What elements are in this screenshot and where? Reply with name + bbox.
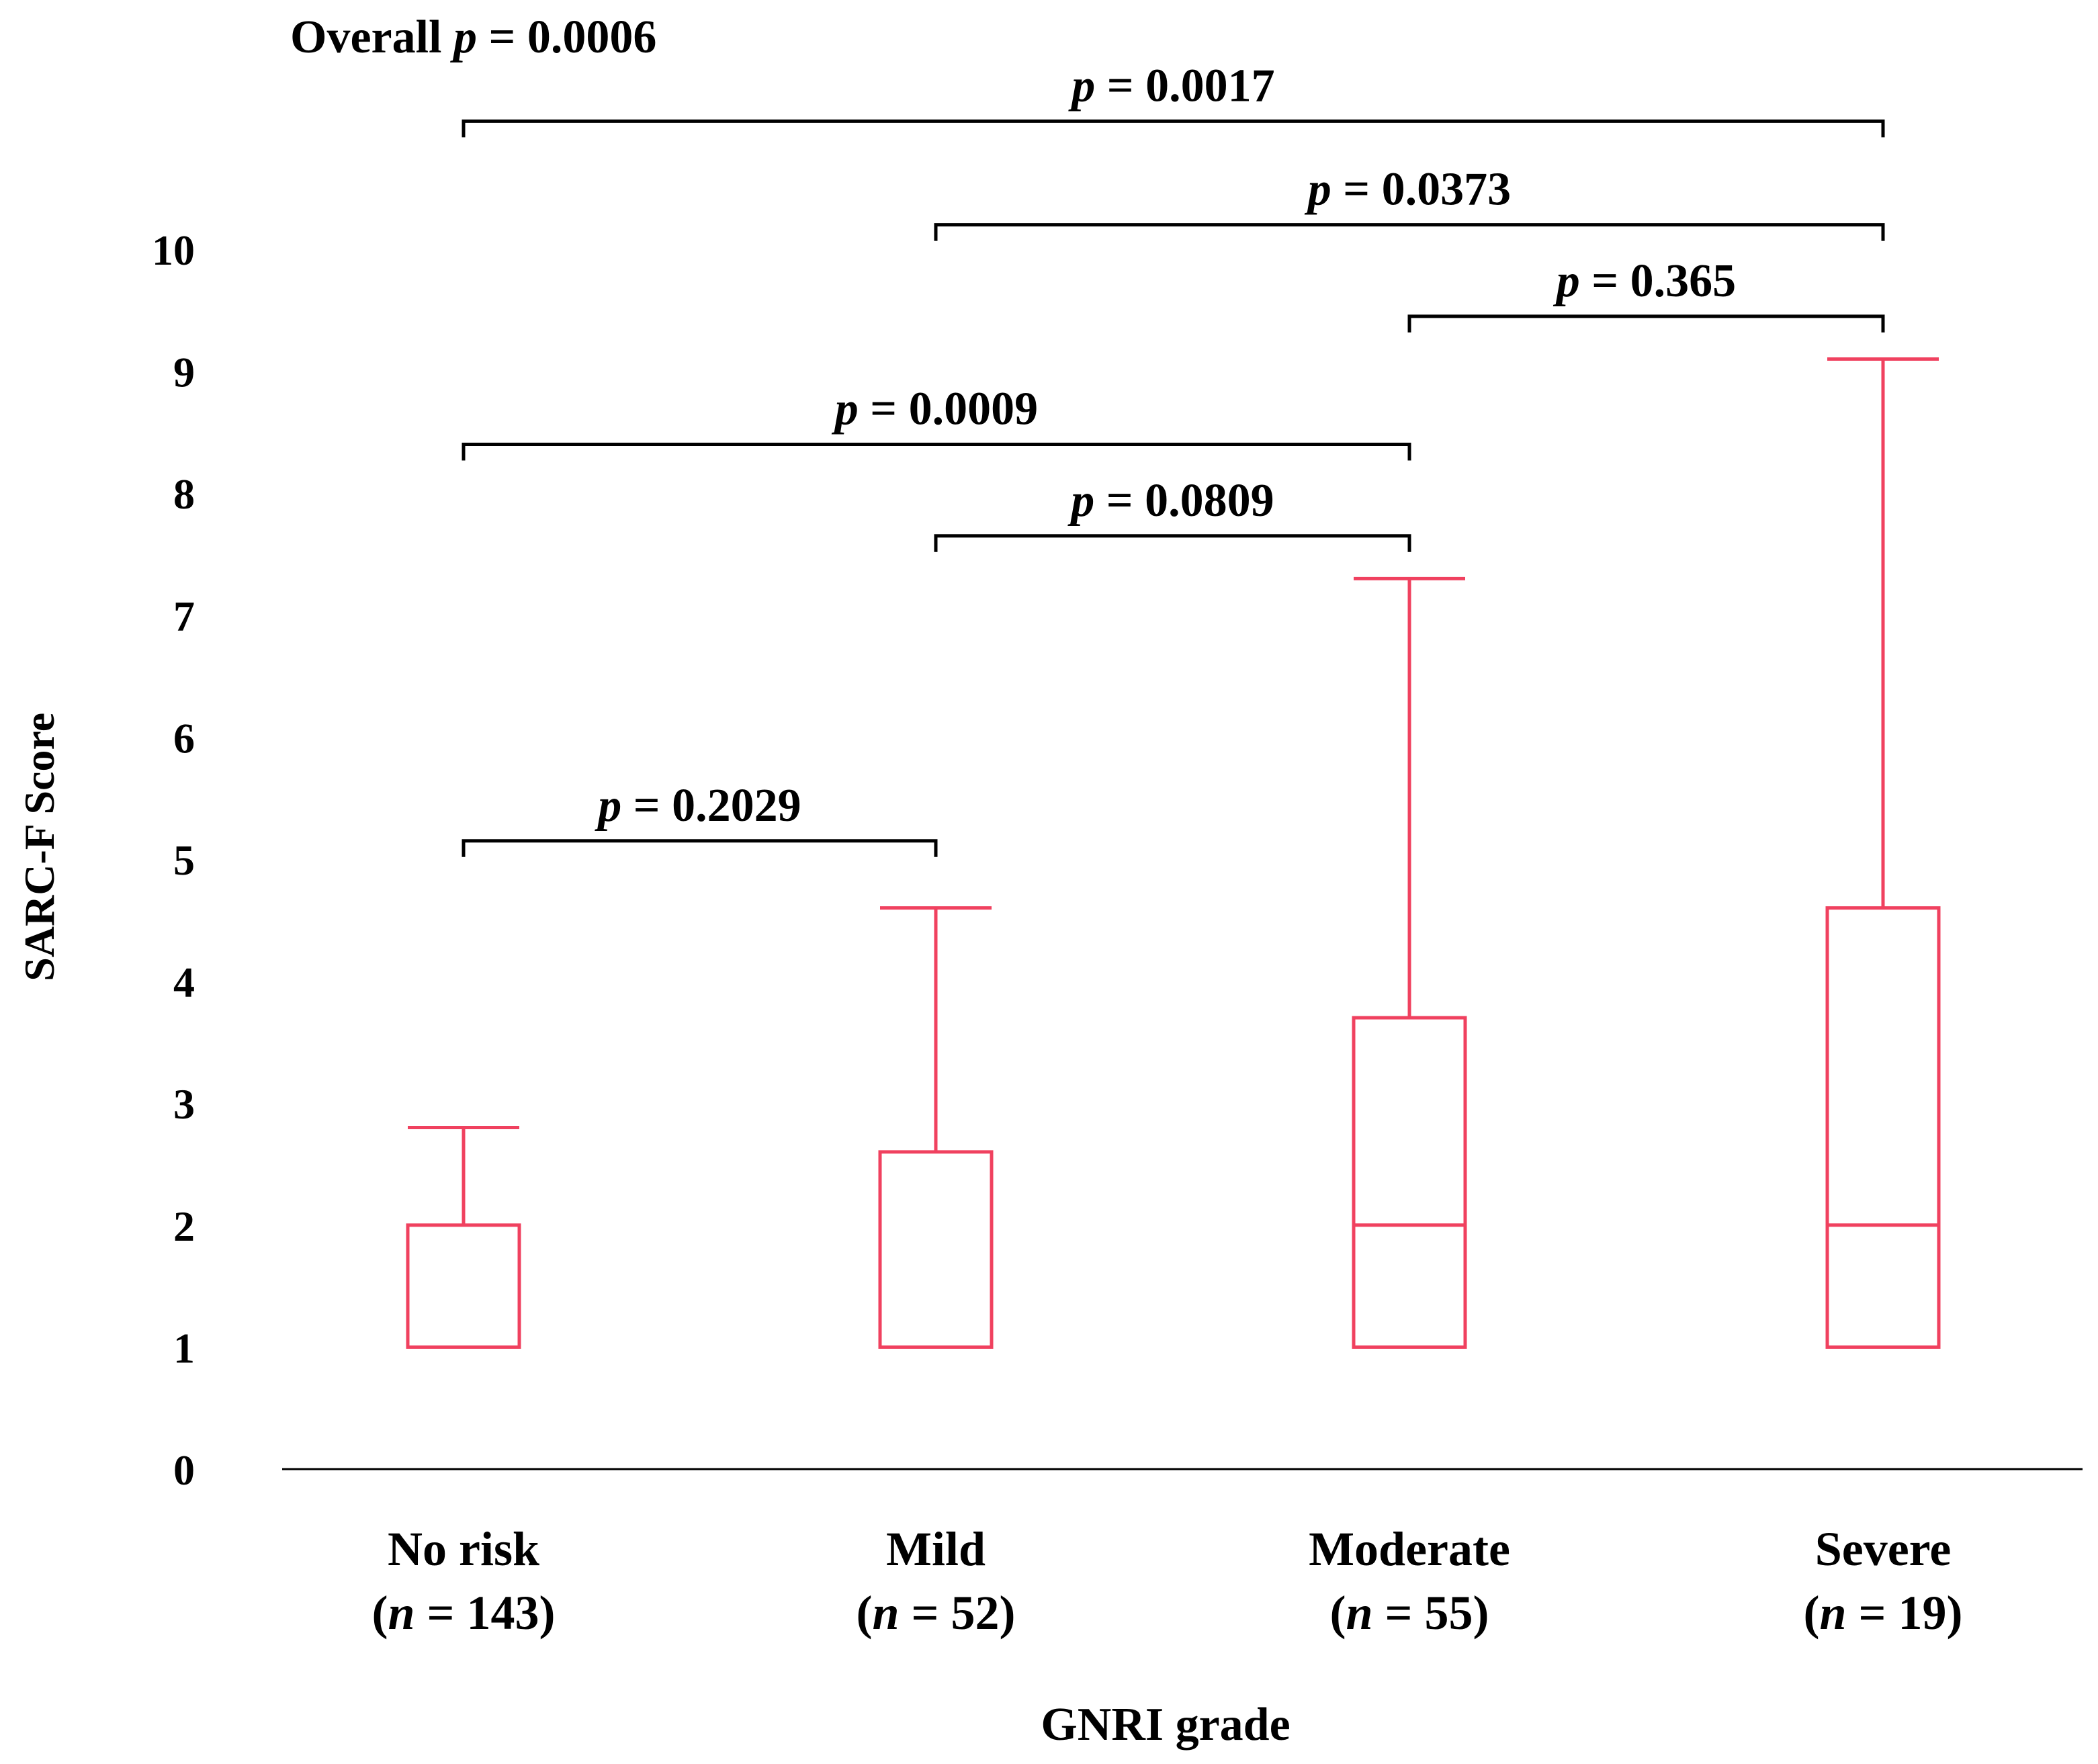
y-tick-label-1: 1 bbox=[173, 1324, 195, 1372]
n-value: = 19) bbox=[1847, 1586, 1963, 1640]
n-symbol: n bbox=[388, 1586, 414, 1640]
bracket-line bbox=[934, 534, 1411, 552]
comparison-bracket-4: p = 0.0009 bbox=[462, 384, 1411, 461]
comparison-bracket-6: p = 0.2029 bbox=[462, 780, 938, 857]
y-tick-label-3: 3 bbox=[173, 1080, 195, 1128]
comparison-bracket-5: p = 0.0809 bbox=[934, 475, 1411, 552]
p-value-label: p = 0.0809 bbox=[1067, 475, 1274, 527]
comparison-bracket-3: p = 0.365 bbox=[1407, 255, 1885, 333]
p-value-label: p = 0.365 bbox=[1553, 255, 1736, 307]
y-tick-label-9: 9 bbox=[173, 349, 195, 396]
overall-p-value: Overall p = 0.0006 bbox=[290, 11, 656, 63]
comparison-bracket-1: p = 0.0017 bbox=[462, 60, 1885, 138]
y-tick-label-10: 10 bbox=[152, 226, 195, 274]
p-symbol: p bbox=[450, 11, 477, 63]
category-label: Mild bbox=[886, 1522, 986, 1576]
y-tick-label-5: 5 bbox=[173, 836, 195, 884]
bracket-line bbox=[934, 223, 1885, 241]
n-open-paren: ( bbox=[1329, 1586, 1346, 1640]
y-axis-title: SARC-F Score bbox=[15, 713, 63, 981]
n-value: = 52) bbox=[900, 1586, 1016, 1640]
box-mild bbox=[878, 906, 994, 1349]
axes: 0 1 2 3 4 5 6 7 8 9 10 SARC-F Score GNRI grade bbox=[15, 226, 2083, 1751]
y-tick-label-8: 8 bbox=[173, 470, 195, 518]
p-value: = 0.0006 bbox=[477, 11, 656, 63]
box-severe bbox=[1825, 357, 1941, 1349]
category-n-label: (n = 55) bbox=[1329, 1586, 1489, 1640]
p-value: = 0.0009 bbox=[859, 384, 1038, 435]
box-iqr bbox=[1825, 906, 1941, 1349]
n-symbol: n bbox=[1346, 1586, 1372, 1640]
category-label: Severe bbox=[1815, 1522, 1952, 1576]
y-tick-label-0: 0 bbox=[173, 1446, 195, 1494]
labels: No risk(n = 143)Mild(n = 52)Moderate(n =… bbox=[290, 11, 1963, 1640]
p-value: = 0.2029 bbox=[621, 780, 801, 832]
y-tick-label-2: 2 bbox=[173, 1202, 195, 1250]
p-value: = 0.365 bbox=[1580, 255, 1736, 307]
y-tick-label-6: 6 bbox=[173, 714, 195, 762]
n-symbol: n bbox=[872, 1586, 899, 1640]
box-iqr bbox=[1352, 1016, 1467, 1349]
p-symbol: p bbox=[1305, 164, 1331, 216]
category-label: No risk bbox=[388, 1522, 539, 1576]
n-open-paren: ( bbox=[371, 1586, 388, 1640]
category-n-label: (n = 19) bbox=[1803, 1586, 1962, 1640]
category-label: Moderate bbox=[1309, 1522, 1510, 1576]
p-value-label: p = 0.2029 bbox=[595, 780, 801, 832]
bracket-line bbox=[462, 839, 938, 857]
p-symbol: p bbox=[595, 780, 621, 832]
bracket-line bbox=[462, 119, 1885, 138]
n-value: = 143) bbox=[415, 1586, 556, 1640]
y-tick-label-4: 4 bbox=[173, 959, 195, 1006]
p-value: = 0.0373 bbox=[1331, 164, 1511, 216]
x-axis-title: GNRI grade bbox=[1041, 1699, 1290, 1751]
n-open-paren: ( bbox=[1803, 1586, 1819, 1640]
box-iqr bbox=[878, 1150, 994, 1349]
p-value: = 0.0809 bbox=[1094, 475, 1274, 527]
box-iqr bbox=[406, 1223, 521, 1349]
category-n-label: (n = 52) bbox=[856, 1586, 1015, 1640]
y-tick-label-7: 7 bbox=[173, 592, 195, 640]
bracket-line bbox=[462, 443, 1411, 461]
bracket-line bbox=[1407, 314, 1885, 333]
p-value-label: p = 0.0373 bbox=[1305, 164, 1511, 216]
box-no-risk bbox=[406, 1126, 521, 1349]
p-symbol: p bbox=[1553, 255, 1580, 307]
boxes bbox=[406, 357, 1941, 1349]
category-n-label: (n = 143) bbox=[371, 1586, 555, 1640]
p-value-label: p = 0.0009 bbox=[832, 384, 1038, 435]
p-value-label: p = 0.0017 bbox=[1068, 60, 1274, 112]
p-value: = 0.0017 bbox=[1095, 60, 1274, 112]
p-symbol: p bbox=[1067, 475, 1094, 527]
overall-prefix: Overall bbox=[290, 11, 453, 63]
box-moderate bbox=[1352, 576, 1467, 1349]
n-value: = 55) bbox=[1373, 1586, 1489, 1640]
n-symbol: n bbox=[1819, 1586, 1846, 1640]
p-symbol: p bbox=[1068, 60, 1095, 112]
n-open-paren: ( bbox=[856, 1586, 872, 1640]
p-symbol: p bbox=[832, 384, 859, 435]
comparison-bracket-2: p = 0.0373 bbox=[934, 164, 1885, 241]
